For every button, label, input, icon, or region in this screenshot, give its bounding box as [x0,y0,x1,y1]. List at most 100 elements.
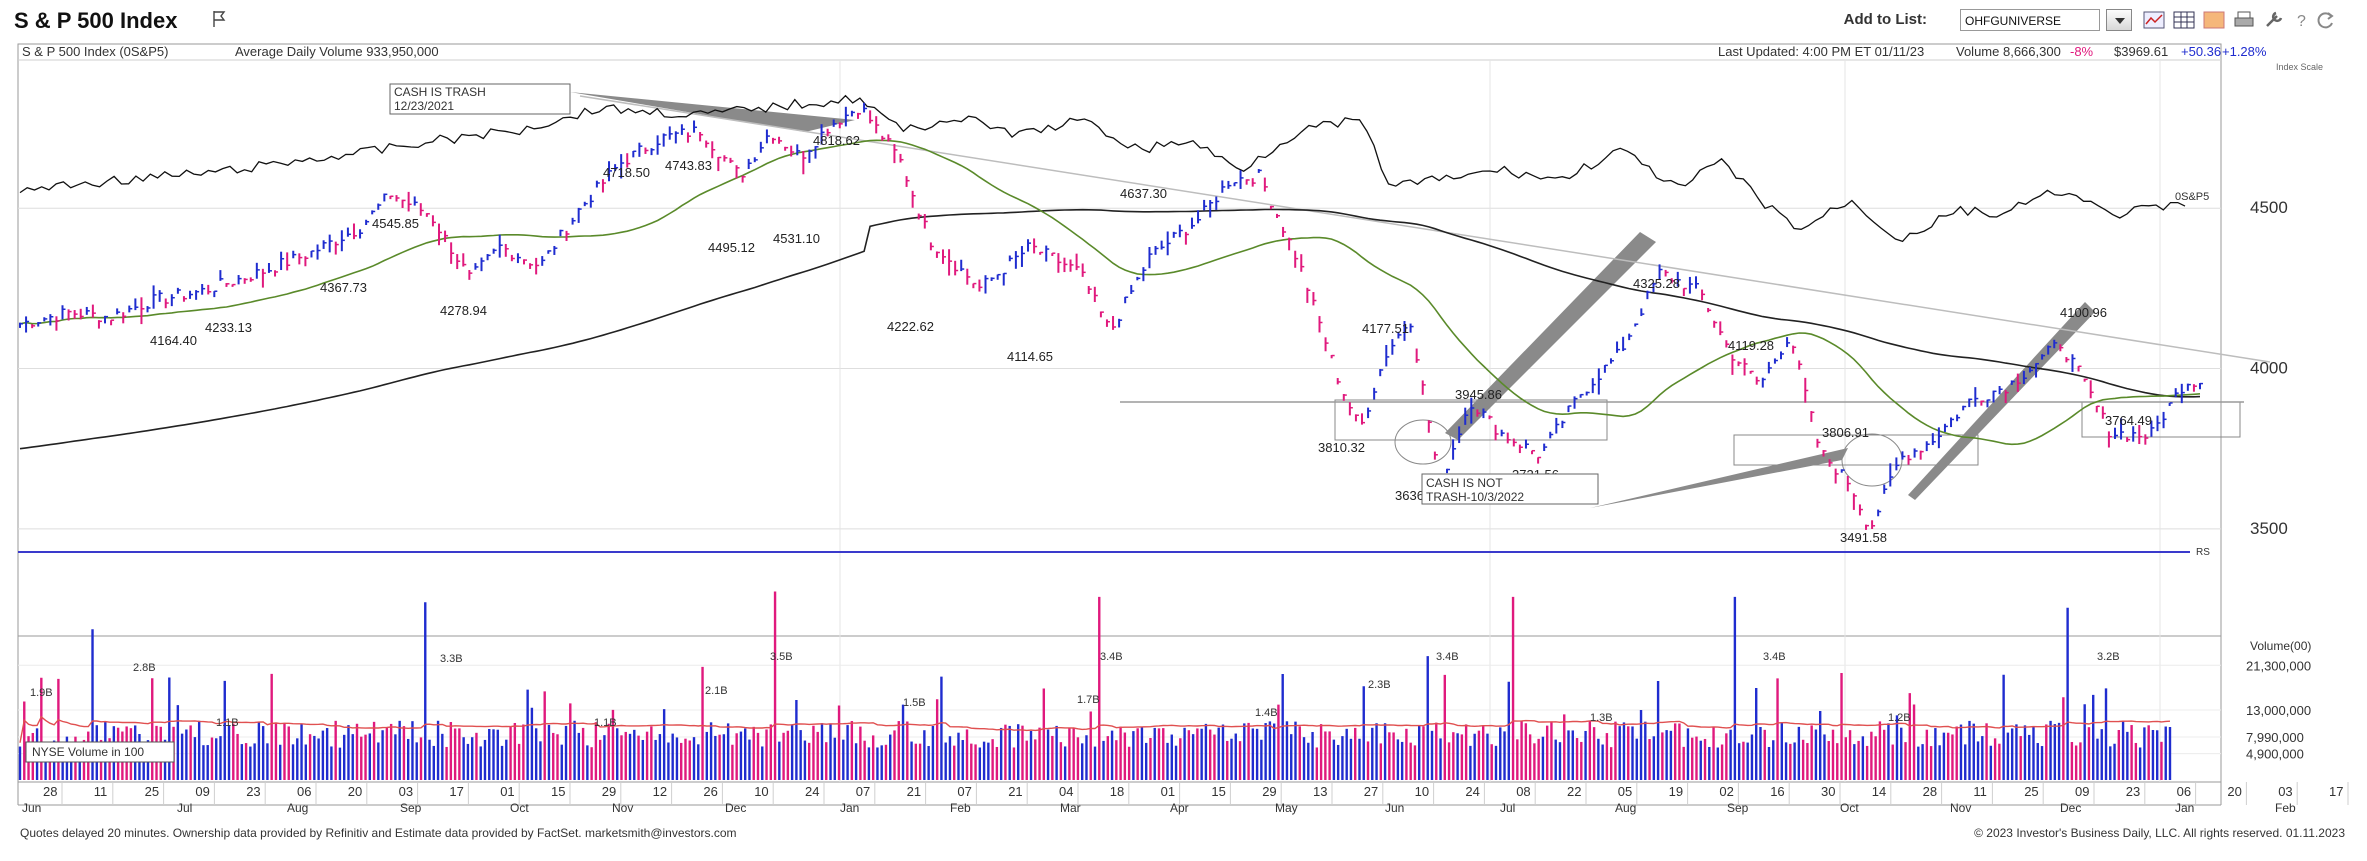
price-bar [1518,444,1523,454]
x-month-label: Oct [510,801,529,815]
price-bar [1421,380,1426,395]
price-bar [1136,276,1141,281]
price-bar [401,199,406,209]
tools-icon[interactable] [2262,9,2286,31]
price-bar [1203,199,1208,211]
ma200-line [19,208,2201,450]
price-bar [656,135,661,155]
price-bar [1719,321,1724,336]
price-bar [1609,358,1614,364]
list-select[interactable]: OHFGUNIVERSE [1960,9,2100,31]
price-bar [437,223,442,246]
flag-icon[interactable] [212,10,226,28]
price-bar [456,254,461,270]
price-bar [1731,354,1736,375]
price-bar [960,259,965,272]
price-bar [1962,405,1967,411]
trend-wedge [1445,232,1656,440]
price-bar [1543,443,1548,451]
x-tick-label: 06 [297,784,311,799]
price-bar [1986,399,1991,408]
price-bars [19,102,2203,530]
price-bar [1968,398,1973,408]
price-bar [1950,417,1955,428]
print-icon[interactable] [2232,9,2256,31]
price-bar [1919,450,1924,460]
price-bar [37,322,42,327]
line-chart-icon[interactable] [2142,9,2166,31]
price-bar [322,240,327,249]
x-tick-label: 20 [348,784,362,799]
price-bar [929,242,934,251]
price-bar [601,179,606,193]
price-bar [1616,341,1621,353]
chevron-down-icon[interactable] [2106,9,2132,31]
image-icon[interactable] [2202,9,2226,31]
price-bar [911,190,916,208]
page-title: S & P 500 Index [14,8,178,33]
price-bar [1500,429,1505,437]
price-bar [1798,360,1803,370]
price-bar [565,230,570,242]
volume-annotations: 1.9B 2.8B 1.1B 3.3B 1.1B 2.1B 3.5B 1.5B 1.7B 3.4B… [30,651,2120,729]
price-bar [2180,383,2185,404]
price-bar [1105,319,1110,327]
x-tick-label: 03 [2278,784,2292,799]
price-bar [249,277,254,282]
volume-tick-label: 21,300,000 [2246,658,2311,673]
trend-wedge [570,92,855,132]
price-bar [1069,259,1074,272]
price-bar [1239,170,1244,189]
price-bar [1840,469,1845,473]
price-bar [2022,370,2027,385]
x-tick-label: 28 [1923,784,1937,799]
price-annotation: 4743.83 [665,158,712,173]
volume-annotation: 1.1B [594,717,617,729]
refresh-icon[interactable] [2314,9,2338,31]
price-bar [1002,272,1007,286]
price-bar [1852,493,1857,510]
price-bar [771,137,776,144]
price-bar [389,195,394,200]
price-bar [1956,414,1961,422]
table-icon[interactable] [2172,9,2196,31]
price-bar [67,309,72,321]
price-bar [2174,388,2179,398]
x-tick-label: 03 [399,784,413,799]
x-month-label: Sep [1727,801,1749,815]
x-month-label: Aug [287,801,308,815]
x-tick-label: 14 [1872,784,1886,799]
price-bar [1506,432,1511,444]
price-bar [201,284,206,295]
index-series-label: 0S&P5 [2175,191,2209,203]
price-label: $3969.61 [2114,44,2168,59]
x-month-label: Feb [950,801,971,815]
price-bar [1470,397,1475,424]
price-bar [1178,224,1183,238]
price-bar [1166,231,1171,256]
price-bar [128,305,133,313]
price-bar [1664,269,1669,277]
help-icon[interactable]: ? [2290,9,2314,31]
price-bar [1749,370,1754,374]
price-bar [1980,400,1985,406]
price-bar [25,316,30,333]
price-bar [140,297,145,325]
volume-bars [18,591,2172,780]
price-bar [626,153,631,168]
price-bar [1537,456,1542,464]
x-tick-label: 04 [1059,784,1073,799]
x-month-label: Dec [725,801,746,815]
price-bar [856,112,861,119]
x-month-label: Dec [2060,801,2081,815]
price-bar [346,227,351,237]
x-tick-label: 15 [1211,784,1225,799]
price-bar [219,270,224,281]
rs-line [19,94,2186,243]
x-tick-label: 22 [1567,784,1581,799]
price-bar [1573,396,1578,409]
price-bar [383,193,388,202]
price-annotation: 4177.51 [1362,321,1409,336]
price-bar [608,161,613,182]
x-tick-label: 01 [500,784,514,799]
